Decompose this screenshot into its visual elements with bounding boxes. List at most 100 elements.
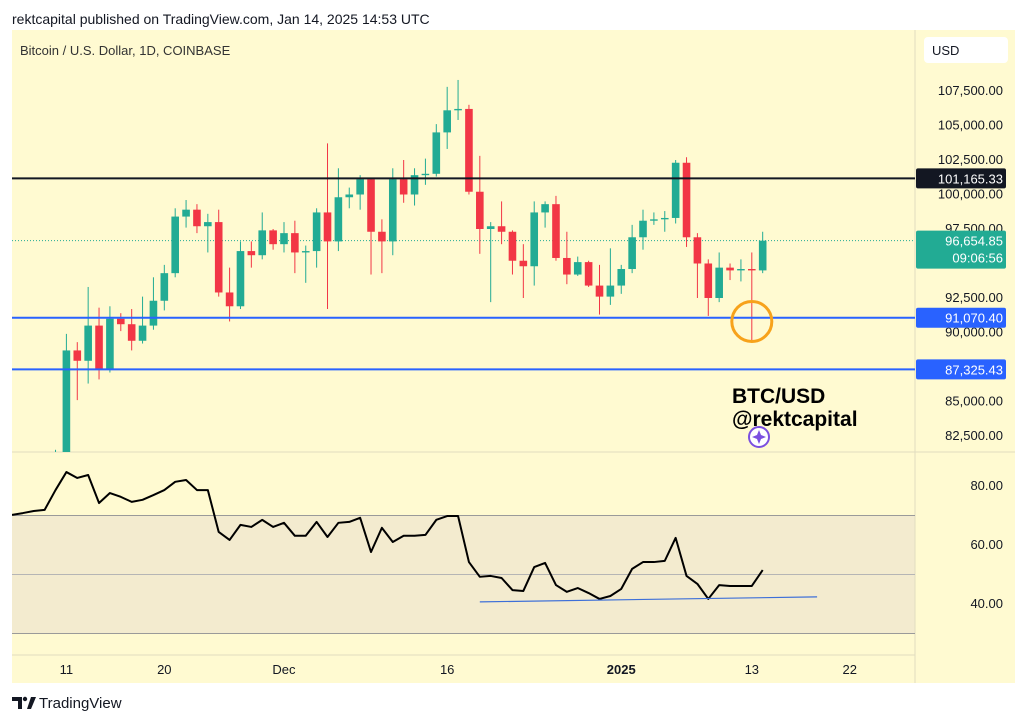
candle-body — [280, 233, 288, 245]
candle-body — [378, 231, 386, 242]
candle-body — [443, 110, 451, 133]
candle-body — [258, 230, 267, 256]
candle-body — [660, 217, 669, 220]
candle-body — [334, 197, 343, 242]
highlight-circle — [730, 299, 774, 343]
y-tick-label: 105,000.00 — [938, 117, 1003, 132]
candle-body — [388, 179, 397, 242]
y-tick-label: 90,000.00 — [945, 324, 1003, 339]
candle-body — [486, 226, 495, 229]
x-tick-label: 22 — [842, 662, 856, 677]
candle-body — [748, 269, 756, 271]
candle-body — [671, 162, 680, 218]
trend-line — [479, 596, 818, 603]
candle-body — [127, 324, 136, 341]
currency-button[interactable] — [924, 37, 1008, 63]
x-tick-label: 2025 — [607, 662, 636, 677]
y-tick-label: 92,500.00 — [945, 290, 1003, 305]
candle-body — [519, 260, 528, 267]
price-pane — [12, 79, 915, 452]
candle-body — [367, 179, 375, 232]
x-tick-label: 16 — [440, 662, 454, 677]
candle-body — [726, 267, 734, 271]
y-tick-label: 40.00 — [970, 596, 1003, 611]
candle-body — [737, 269, 745, 271]
level-label: 101,165.33 — [938, 171, 1003, 186]
candle-body — [650, 219, 658, 221]
x-tick-label: Dec — [272, 662, 296, 677]
candle-body — [116, 318, 125, 325]
y-tick-label: 102,500.00 — [938, 152, 1003, 167]
candle-body — [269, 230, 277, 245]
candle-body — [563, 257, 571, 275]
candle-body — [356, 179, 364, 195]
candle-body — [106, 318, 114, 370]
x-tick-label: 13 — [745, 662, 759, 677]
y-tick-label: 100,000.00 — [938, 186, 1003, 201]
candle-body — [617, 269, 626, 286]
brand-logo — [12, 696, 36, 709]
level-label: 87,325.43 — [945, 362, 1003, 377]
candle-body — [628, 237, 636, 270]
axes: 82,500.0085,000.0090,000.0092,500.0097,5… — [60, 83, 1006, 677]
candle-body — [432, 132, 441, 174]
level-label-box — [916, 168, 1006, 189]
candle-body — [95, 325, 103, 370]
candle-body — [160, 273, 169, 301]
candle-body — [476, 191, 484, 229]
candle-body — [345, 194, 354, 198]
rsi-line — [12, 471, 764, 600]
annotation: BTC/USD — [732, 385, 825, 408]
brand-name: TradingView — [39, 695, 122, 712]
y-tick-label: 60.00 — [970, 537, 1003, 552]
candle-body — [84, 325, 92, 361]
candle-body — [312, 212, 321, 252]
rsi-pane — [12, 471, 915, 634]
x-tick-label: 11 — [60, 662, 74, 677]
y-tick-label: 80.00 — [970, 478, 1003, 493]
x-tick-label: 20 — [157, 662, 171, 677]
candle-body — [530, 212, 539, 267]
candle-body — [595, 285, 604, 297]
candle-body — [301, 251, 310, 253]
candle-body — [214, 222, 223, 293]
candle-body — [421, 173, 430, 176]
candle-body — [138, 325, 147, 341]
candle-body — [399, 179, 408, 195]
candle-body — [584, 262, 593, 286]
level-label: 91,070.40 — [945, 311, 1003, 326]
candle-body — [682, 162, 691, 238]
last-price-box — [916, 230, 1006, 269]
chart-title: Bitcoin / U.S. Dollar, 1D, COINBASE — [20, 43, 231, 58]
candle-body — [639, 220, 647, 238]
candle-body — [410, 175, 419, 195]
level-label-box — [916, 359, 1006, 380]
y-tick-label: 107,500.00 — [938, 83, 1003, 98]
candle-body — [508, 231, 517, 261]
candle-body — [758, 240, 767, 271]
candle-body — [541, 204, 549, 213]
candle-body — [182, 209, 190, 217]
star-icon-glyph — [752, 430, 766, 444]
candle-body — [193, 209, 201, 227]
candle-body — [62, 350, 71, 452]
candle-body — [552, 204, 560, 258]
candle-body — [247, 251, 256, 256]
currency-label[interactable]: USD — [932, 43, 959, 58]
candle-body — [704, 263, 713, 298]
candle-body — [465, 108, 473, 192]
candle-body — [454, 108, 462, 111]
level-label-box — [916, 307, 1006, 328]
y-tick-label: 82,500.00 — [945, 428, 1003, 443]
candle-body — [225, 292, 234, 307]
countdown-label: 09:06:56 — [952, 251, 1003, 266]
candle-body — [715, 267, 723, 298]
candle-body — [73, 350, 82, 361]
candle-body — [236, 251, 245, 307]
annotation: @rektcapital — [732, 408, 858, 431]
candle-body — [149, 300, 158, 326]
candle-body — [693, 237, 702, 264]
publish-line: rektcapital published on TradingView.com… — [12, 11, 430, 27]
candle-body — [606, 285, 615, 297]
